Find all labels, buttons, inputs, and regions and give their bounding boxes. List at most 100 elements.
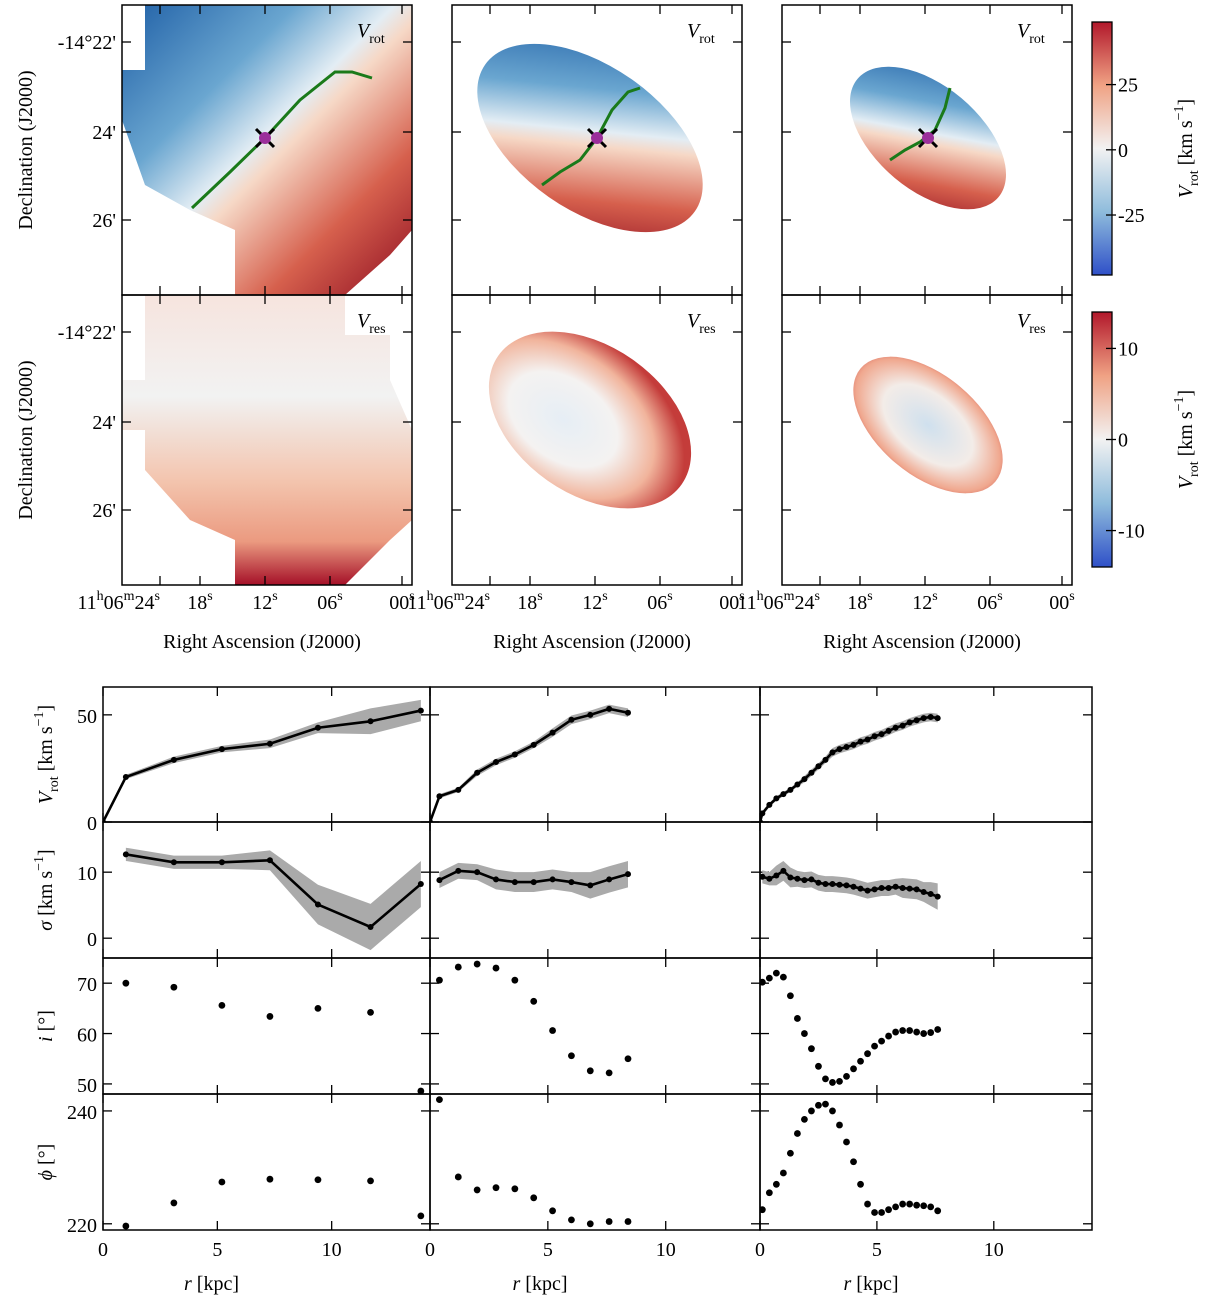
- x-axis-label: r [kpc]: [844, 1273, 899, 1295]
- map-xtick-label: 11h06m24s: [407, 589, 490, 614]
- data-point: [549, 1207, 556, 1215]
- map-panel-label-part: V: [1017, 20, 1032, 42]
- error-band: [125, 847, 421, 951]
- y-tick-label: 50: [77, 706, 97, 728]
- map-xtick-label-part: 11: [407, 592, 426, 614]
- map-images: [122, 5, 1007, 585]
- data-point: [367, 1009, 374, 1016]
- data-point: [836, 1121, 843, 1129]
- data-point: [218, 1001, 226, 1009]
- data-point: [586, 1220, 594, 1228]
- data-point: [899, 1027, 907, 1034]
- plot-area: [430, 704, 631, 822]
- y-axis-label-part: ]: [35, 705, 57, 712]
- map-ytick-label: 24': [92, 122, 116, 144]
- data-point: [170, 983, 178, 991]
- map-xtick-label-part: 12: [252, 592, 272, 614]
- data-point: [794, 875, 801, 882]
- map-res-2: [488, 331, 692, 509]
- data-point: [765, 974, 773, 982]
- map-panel-label: Vrot: [357, 20, 385, 47]
- map-xtick-label-part: s: [739, 589, 744, 604]
- data-point: [899, 885, 906, 892]
- x-axis-label-part: [kpc]: [851, 1273, 898, 1295]
- data-point: [815, 763, 822, 770]
- data-point: [878, 1037, 885, 1045]
- data-point: [218, 1178, 226, 1186]
- data-point: [836, 746, 843, 753]
- data-point: [417, 707, 424, 714]
- map-xtick-label-part: 24: [135, 592, 155, 614]
- x-axis-label-part: [kpc]: [192, 1273, 239, 1295]
- data-point: [511, 879, 518, 886]
- map-xtick-label-part: 24: [465, 592, 485, 614]
- subplot: 0 5 10: [755, 1093, 1093, 1261]
- map-xtick-label-part: 11: [737, 592, 756, 614]
- center-marker: [254, 127, 939, 149]
- y-tick-label: 0: [87, 813, 97, 835]
- data-point: [473, 960, 481, 968]
- data-point: [920, 1030, 928, 1037]
- data-point: [815, 1062, 822, 1070]
- zero-contour: [190, 70, 373, 210]
- map-frame: [121, 294, 413, 586]
- colorbar: [1091, 21, 1113, 276]
- data-point: [314, 901, 321, 908]
- data-point: [773, 872, 780, 879]
- data-point: [455, 786, 462, 793]
- data-point: [808, 1107, 815, 1115]
- map-xtick-label-part: s: [602, 589, 607, 604]
- y-tick-label: 70: [77, 974, 97, 996]
- data-point: [780, 867, 787, 874]
- subplot: [429, 957, 761, 1095]
- data-point: [843, 1072, 850, 1080]
- y-axis-label-part: i: [35, 1036, 57, 1042]
- map-xtick-label-part: 24: [795, 592, 815, 614]
- x-axis-label-part: [kpc]: [520, 1273, 567, 1295]
- data-point: [885, 1032, 892, 1040]
- map-xtick-label-part: 00: [389, 592, 409, 614]
- data-point: [794, 781, 801, 788]
- x-tick-label: 5: [543, 1239, 553, 1261]
- data-point: [836, 1078, 843, 1085]
- data-point: [760, 810, 766, 817]
- data-point: [829, 1107, 836, 1115]
- data-point: [455, 867, 462, 874]
- data-point: [892, 1028, 900, 1036]
- data-point: [850, 741, 857, 748]
- map-xtick-label-part: s: [485, 589, 490, 604]
- data-point: [934, 1026, 942, 1033]
- x-tick-label: 10: [656, 1239, 676, 1261]
- data-point: [773, 795, 780, 802]
- x-tick-label: 5: [212, 1239, 222, 1261]
- map-xtick-label: 11h06m24s: [737, 589, 820, 614]
- plot-area: [122, 979, 425, 1094]
- map-xtick-label: 18s: [517, 589, 542, 614]
- colorbar-label: Vrot [km s−1]: [1172, 99, 1202, 198]
- data-point: [367, 923, 374, 930]
- data-point: [920, 1202, 928, 1210]
- map-xtick-label-part: s: [932, 589, 937, 604]
- colorbar-label-part: rot: [1187, 170, 1202, 186]
- map-xtick-label-part: h: [97, 589, 104, 604]
- map-xtick-label-part: m: [454, 589, 465, 604]
- axes-frame: [759, 1093, 1093, 1231]
- data-point: [779, 1169, 787, 1177]
- y-tick-label: 220: [67, 1215, 97, 1237]
- y-axis-label-part: −1: [32, 856, 47, 871]
- map-xtick-label: 12s: [912, 589, 937, 614]
- y-axis-label-part: V: [35, 789, 57, 804]
- data-point: [760, 873, 766, 880]
- map-xlabel: Right Ascension (J2000): [823, 631, 1021, 653]
- data-point: [549, 876, 556, 883]
- map-xtick-label: 06s: [647, 589, 672, 614]
- map-panel-label-part: res: [699, 322, 715, 337]
- colorbar-tick-label: 0: [1118, 140, 1128, 162]
- data-point: [266, 857, 273, 864]
- plot-area: [436, 1096, 632, 1228]
- subplot: [429, 686, 761, 823]
- map-xtick-label-part: m: [784, 589, 795, 604]
- map-xtick-label-part: 06: [434, 592, 454, 614]
- x-tick-label: 10: [322, 1239, 342, 1261]
- map-panel-label: Vres: [357, 310, 386, 337]
